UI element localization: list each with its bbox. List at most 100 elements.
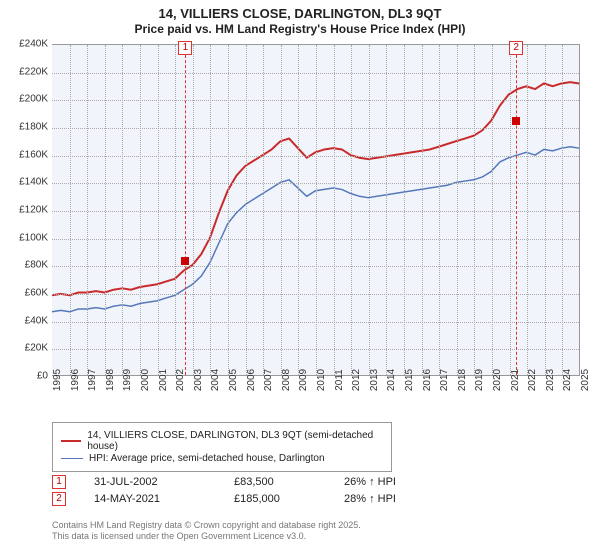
transaction-row: 2 14-MAY-2021£185,00028% ↑ HPI xyxy=(52,492,572,506)
x-tick-label: 2013 xyxy=(369,369,380,391)
x-tick-label: 2004 xyxy=(210,369,221,391)
gridline-vertical xyxy=(369,45,370,375)
gridline-vertical xyxy=(175,45,176,375)
transaction-table: 1 31-JUL-2002£83,50026% ↑ HPI 2 14-MAY-2021… xyxy=(52,472,572,509)
transaction-marker-box: 2 xyxy=(52,492,66,506)
gridline-vertical xyxy=(545,45,546,375)
x-tick-label: 2016 xyxy=(422,369,433,391)
marker-dot xyxy=(181,257,189,265)
y-tick-label: £20K xyxy=(25,343,48,354)
gridline-vertical xyxy=(87,45,88,375)
gridline-vertical xyxy=(140,45,141,375)
x-tick-label: 2021 xyxy=(510,369,521,391)
legend-label: 14, VILLIERS CLOSE, DARLINGTON, DL3 9QT … xyxy=(87,430,383,452)
gridline-vertical xyxy=(386,45,387,375)
gridline-vertical xyxy=(562,45,563,375)
transaction-price: £185,000 xyxy=(234,493,344,505)
y-tick-label: £220K xyxy=(19,66,48,77)
copyright-notice: Contains HM Land Registry data © Crown c… xyxy=(52,520,361,543)
y-tick-label: £80K xyxy=(25,260,48,271)
x-tick-label: 2007 xyxy=(263,369,274,391)
gridline-vertical xyxy=(263,45,264,375)
gridline-vertical xyxy=(70,45,71,375)
x-tick-label: 2011 xyxy=(334,369,345,391)
chart-plot-area: 12 xyxy=(52,44,580,376)
page-title: 14, VILLIERS CLOSE, DARLINGTON, DL3 9QT xyxy=(0,6,600,21)
x-tick-label: 2008 xyxy=(281,369,292,391)
gridline-vertical xyxy=(527,45,528,375)
marker-line xyxy=(516,45,517,375)
x-tick-label: 1997 xyxy=(87,369,98,391)
x-tick-label: 2012 xyxy=(351,369,362,391)
legend-row: 14, VILLIERS CLOSE, DARLINGTON, DL3 9QT … xyxy=(61,430,383,452)
y-tick-label: £100K xyxy=(19,232,48,243)
transaction-marker-box: 1 xyxy=(52,475,66,489)
transaction-row: 1 31-JUL-2002£83,50026% ↑ HPI xyxy=(52,475,572,489)
gridline-vertical xyxy=(351,45,352,375)
x-tick-label: 2010 xyxy=(316,369,327,391)
y-tick-label: £40K xyxy=(25,315,48,326)
x-tick-label: 2022 xyxy=(527,369,538,391)
legend-label: HPI: Average price, semi-detached house,… xyxy=(89,453,325,464)
x-tick-label: 2025 xyxy=(580,369,591,391)
copyright-line: This data is licensed under the Open Gov… xyxy=(52,531,361,542)
gridline-vertical xyxy=(510,45,511,375)
x-tick-label: 2023 xyxy=(545,369,556,391)
gridline-vertical xyxy=(193,45,194,375)
y-tick-label: £200K xyxy=(19,94,48,105)
y-axis: £0£20K£40K£60K£80K£100K£120K£140K£160K£1… xyxy=(0,44,52,376)
x-tick-label: 2018 xyxy=(457,369,468,391)
x-tick-label: 2015 xyxy=(404,369,415,391)
y-tick-label: £240K xyxy=(19,39,48,50)
gridline-vertical xyxy=(492,45,493,375)
gridline-vertical xyxy=(439,45,440,375)
x-tick-label: 2000 xyxy=(140,369,151,391)
legend-swatch xyxy=(61,458,83,459)
x-tick-label: 1998 xyxy=(105,369,116,391)
x-tick-label: 2002 xyxy=(175,369,186,391)
gridline-vertical xyxy=(210,45,211,375)
gridline-vertical xyxy=(422,45,423,375)
x-tick-label: 2014 xyxy=(386,369,397,391)
gridline-vertical xyxy=(246,45,247,375)
gridline-vertical xyxy=(404,45,405,375)
x-tick-label: 1999 xyxy=(122,369,133,391)
x-axis: 1995199619971998199920002001200220032004… xyxy=(52,376,580,426)
x-tick-label: 2006 xyxy=(246,369,257,391)
gridline-vertical xyxy=(228,45,229,375)
x-tick-label: 1996 xyxy=(70,369,81,391)
transaction-hpi: 26% ↑ HPI xyxy=(344,476,396,488)
gridline-vertical xyxy=(334,45,335,375)
transaction-price: £83,500 xyxy=(234,476,344,488)
legend-row: HPI: Average price, semi-detached house,… xyxy=(61,453,383,464)
x-tick-label: 2003 xyxy=(193,369,204,391)
x-tick-label: 2005 xyxy=(228,369,239,391)
marker-label-box: 1 xyxy=(178,41,192,55)
gridline-vertical xyxy=(316,45,317,375)
x-tick-label: 2020 xyxy=(492,369,503,391)
y-tick-label: £160K xyxy=(19,149,48,160)
gridline-vertical xyxy=(105,45,106,375)
transaction-date: 31-JUL-2002 xyxy=(94,476,234,488)
gridline-vertical xyxy=(122,45,123,375)
x-tick-label: 2024 xyxy=(562,369,573,391)
gridline-vertical xyxy=(298,45,299,375)
x-tick-label: 1995 xyxy=(52,369,63,391)
gridline-vertical xyxy=(158,45,159,375)
marker-label-box: 2 xyxy=(509,41,523,55)
y-tick-label: £180K xyxy=(19,122,48,133)
gridline-vertical xyxy=(281,45,282,375)
legend-swatch xyxy=(61,440,81,442)
x-tick-label: 2019 xyxy=(474,369,485,391)
legend: 14, VILLIERS CLOSE, DARLINGTON, DL3 9QT … xyxy=(52,422,392,472)
copyright-line: Contains HM Land Registry data © Crown c… xyxy=(52,520,361,531)
x-tick-label: 2001 xyxy=(158,369,169,391)
x-tick-label: 2009 xyxy=(298,369,309,391)
y-tick-label: £140K xyxy=(19,177,48,188)
y-tick-label: £120K xyxy=(19,205,48,216)
y-tick-label: £0 xyxy=(37,371,48,382)
transaction-hpi: 28% ↑ HPI xyxy=(344,493,396,505)
gridline-vertical xyxy=(457,45,458,375)
transaction-date: 14-MAY-2021 xyxy=(94,493,234,505)
marker-dot xyxy=(512,117,520,125)
